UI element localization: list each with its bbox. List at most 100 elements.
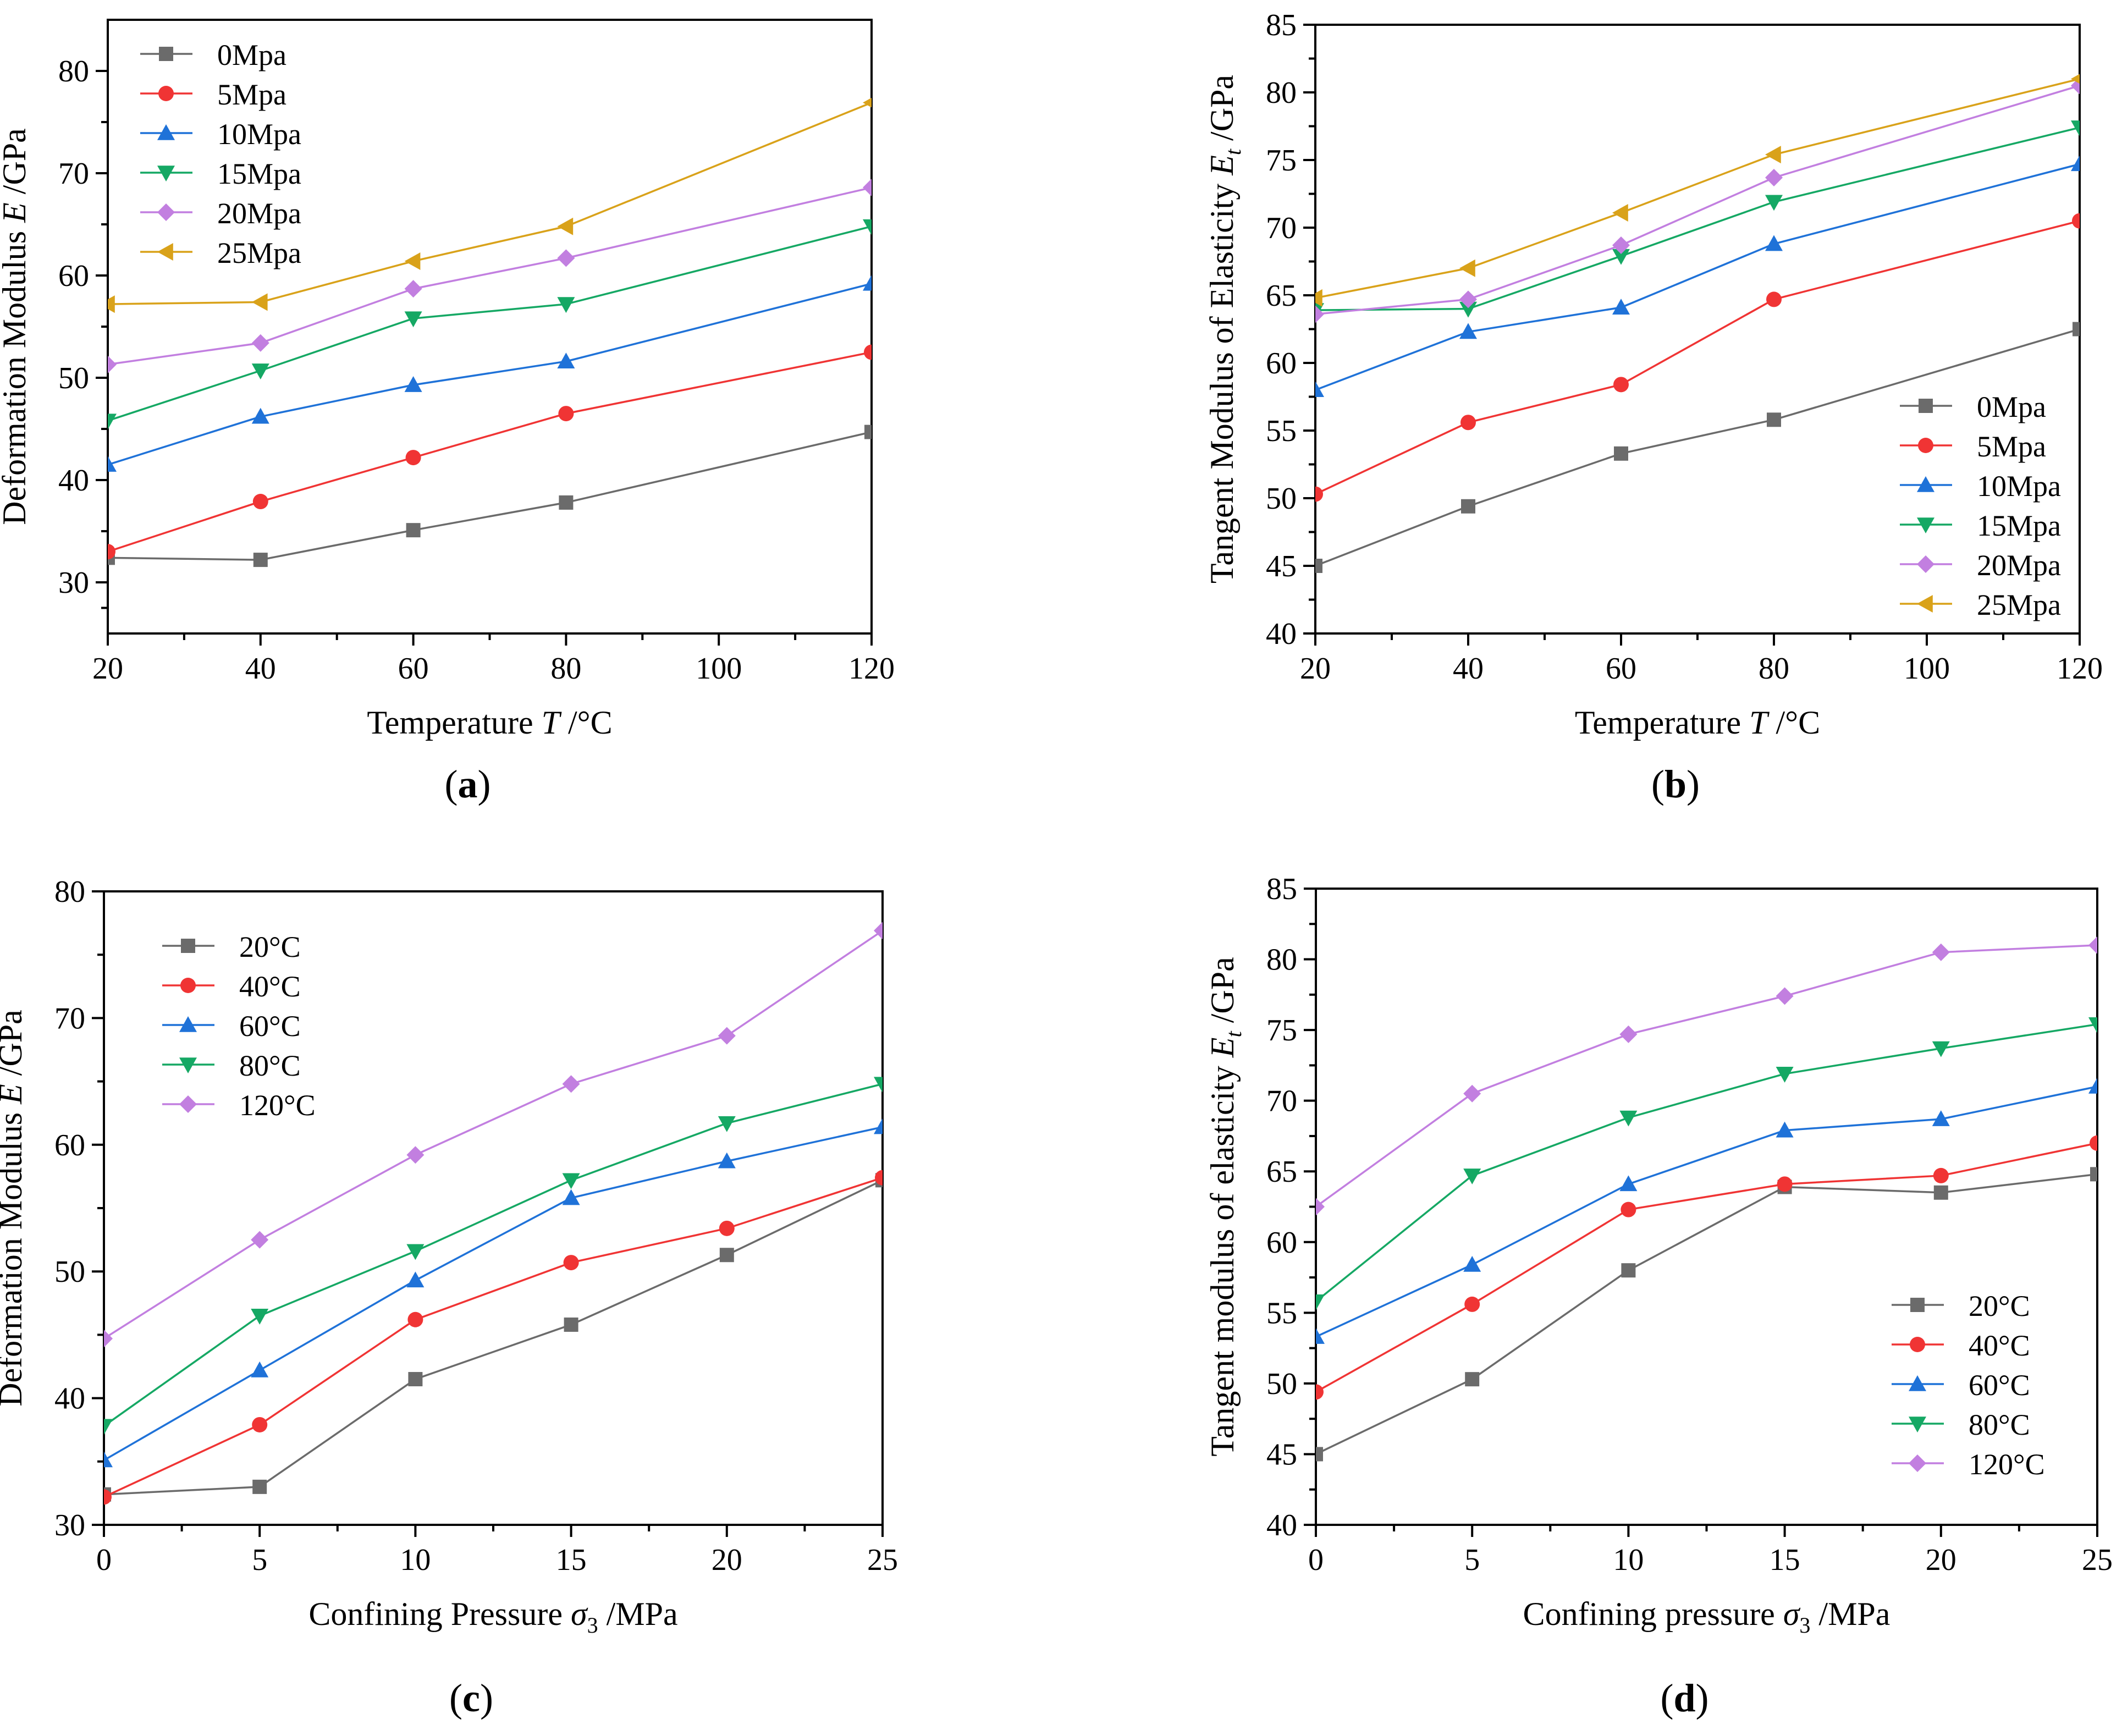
data-point [1316,1294,1325,1310]
data-point [1621,1202,1636,1217]
legend-label: 80°C [1969,1408,2030,1441]
y-tick-label: 60 [54,1128,85,1162]
series-line [1315,85,2080,316]
y-tick-label: 70 [1266,211,1297,245]
legend-marker [181,939,195,953]
data-point [108,355,117,373]
data-point [1461,499,1475,514]
chart-panel-c: 0 5 10 15 20 25 30 40 50 60 70 80 Confining Pressure… [0,875,898,1720]
x-tick-label: 100 [1904,652,1950,686]
data-point [108,414,117,430]
data-point [1315,305,1324,323]
data-point [874,1118,883,1134]
data-point [1459,301,1477,318]
x-tick-label: 80 [550,652,581,686]
series-line [1316,1023,2097,1303]
x-tick-label: 0 [96,1543,112,1577]
y-tick-label: 45 [1266,1437,1297,1472]
x-tick-label: 15 [1770,1543,1800,1577]
legend-marker [179,1016,197,1032]
x-tick-label: 100 [696,652,742,686]
data-point [875,1170,883,1186]
data-point [406,1244,425,1260]
x-tick-label: 40 [1453,652,1484,686]
legend-label: 80°C [239,1049,301,1082]
data-point [252,494,268,510]
legend: 0Mpa 5Mpa 10Mpa 15Mpa 20Mpa 25Mpa [1900,390,2061,621]
y-tick-label: 70 [1266,1084,1297,1118]
y-tick-label: 80 [54,875,85,909]
legend-marker [179,1057,197,1073]
chart-panel-a: 20 40 60 80 100 120 30 40 50 60 70 80 Temperature T … [0,19,895,806]
legend-label: 120°C [239,1089,316,1122]
y-tick-label: 65 [1266,1155,1297,1189]
series-line [108,431,872,561]
series-line [1315,78,2080,299]
legend-label: 25Mpa [1977,588,2061,621]
y-axis-label: Deformation Modulus E /GPa [0,1010,29,1407]
panel-label: (d) [1660,1676,1708,1720]
data-point [1459,290,1477,308]
data-point [2088,1017,2097,1033]
panel-label: (b) [1651,762,1700,806]
data-point [557,249,575,267]
y-tick-label: 70 [58,157,89,191]
legend-label: 20Mpa [1977,549,2061,582]
data-point [108,544,115,560]
data-point [1765,195,1783,211]
x-axis-label: Temperature T /°C [367,704,612,741]
x-axis-label: Confining Pressure σ3 /MPa [308,1596,677,1638]
y-tick-label: 45 [1266,549,1297,583]
data-point [252,1417,268,1432]
data-point [874,1077,883,1093]
series-line [104,1126,883,1462]
plot-frame [107,19,873,635]
legend-label: 5Mpa [1977,430,2046,463]
data-point [1765,168,1783,186]
series-line [104,929,883,1340]
data-point [251,1361,269,1377]
y-tick-label: 65 [1266,279,1297,313]
data-point [863,179,872,197]
x-tick-label: 60 [1606,652,1636,686]
y-axis-label: Tangent Modulus of Elasticity Et /GPa [1204,75,1245,583]
legend-marker [180,978,196,993]
legend-marker [1919,399,1933,413]
x-tick-label: 5 [252,1543,267,1577]
data-point [1464,1296,1480,1312]
y-tick-label: 60 [1266,1226,1297,1260]
data-point [1619,1110,1638,1127]
data-point [2071,155,2080,172]
legend-label: 20Mpa [217,197,301,230]
data-point [406,1271,425,1288]
data-point [404,280,422,298]
y-tick-label: 80 [1266,943,1297,977]
series-line [104,1177,883,1498]
chart-panel-b: 20 40 60 80 100 12040455055606570758085Temper… [1204,8,2103,806]
legend: 20°C 40°C 60°C 80°C 120°C [1892,1289,2045,1481]
data-point [558,406,574,422]
legend-label: 15Mpa [217,157,301,190]
x-tick-label: 40 [245,652,276,686]
data-point [404,252,421,270]
panel-label: (c) [449,1676,493,1720]
data-point [2088,936,2097,954]
data-point [559,495,574,510]
data-point [1621,1263,1636,1278]
data-point [719,1248,734,1263]
y-tick-label: 40 [1266,1508,1297,1542]
x-tick-label: 10 [1613,1543,1644,1577]
data-point [864,344,872,360]
data-point [557,297,575,313]
data-point [1619,1175,1638,1192]
series-line [104,1083,883,1427]
data-point [406,523,421,538]
legend: 0Mpa 5Mpa 10Mpa 15Mpa 20Mpa 25Mpa [140,38,301,269]
data-point [1316,1447,1323,1462]
data-point [1315,289,1322,307]
x-tick-label: 20 [1300,652,1331,686]
data-point [1612,299,1630,315]
legend-label: 0Mpa [1977,390,2046,423]
legend-marker [1917,595,1933,613]
y-tick-label: 30 [58,566,89,600]
